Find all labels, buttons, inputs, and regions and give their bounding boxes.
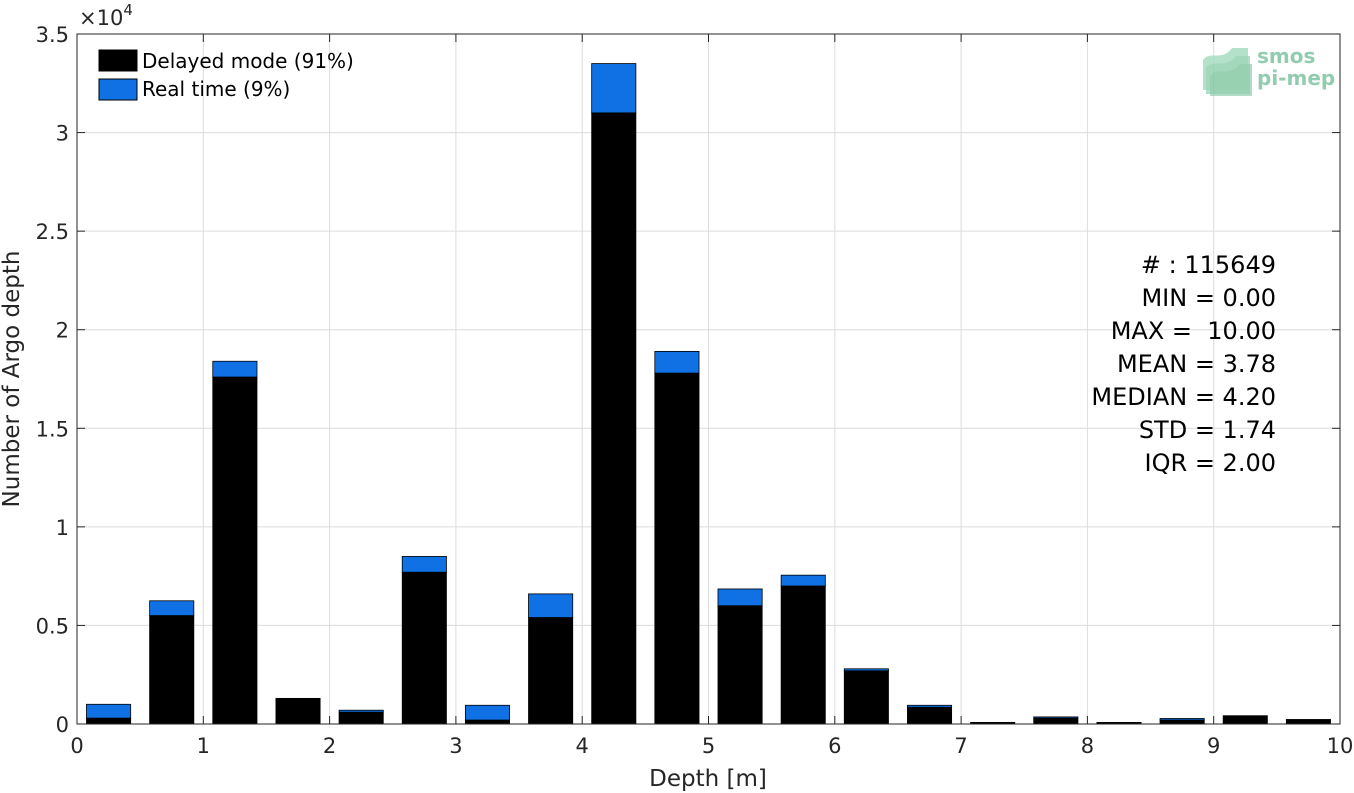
bar-delayed-mode: [401, 571, 447, 725]
bar-delayed-mode: [338, 711, 384, 725]
logo-text-pimep: pi-mep: [1257, 66, 1335, 90]
x-tick-label: 0: [70, 734, 83, 758]
legend-swatch-realtime: [98, 78, 138, 101]
bar-real-time: [843, 668, 889, 672]
bar-real-time: [464, 704, 510, 721]
bar-real-time: [654, 350, 700, 374]
legend-swatch-delayed: [98, 49, 138, 72]
bar-real-time: [1159, 718, 1205, 721]
y-axis-label: Number of Argo depth: [0, 251, 25, 508]
x-axis-label: Depth [m]: [649, 766, 767, 792]
y-tick-label: 3: [56, 122, 69, 146]
y-tick-label: 1: [56, 516, 69, 540]
stats-count: # : 115649: [1141, 251, 1276, 279]
x-tick-label: 10: [1327, 734, 1354, 758]
x-tick-label: 6: [828, 734, 841, 758]
y-tick-label: 2: [56, 319, 69, 343]
y-tick-label: 3.5: [36, 23, 69, 47]
legend-label-realtime: Real time (9%): [142, 77, 290, 101]
y-exponent-power: 4: [123, 1, 133, 19]
x-tick-label: 1: [197, 734, 210, 758]
bar-real-time: [528, 593, 574, 618]
bar-delayed-mode: [654, 372, 700, 725]
bar-real-time: [780, 574, 826, 587]
stats-mean: MEAN = 3.78: [1117, 350, 1276, 378]
x-tick-label: 7: [954, 734, 967, 758]
bar-delayed-mode: [907, 706, 953, 725]
smos-pimep-logo: smos pi-mep: [1203, 44, 1335, 96]
x-tick-label: 9: [1207, 734, 1220, 758]
logo-text-smos: smos: [1257, 44, 1315, 68]
bar-real-time: [907, 704, 953, 708]
x-tick-label: 2: [323, 734, 336, 758]
bar-real-time: [212, 360, 258, 378]
bar-delayed-mode: [464, 719, 510, 725]
bar-real-time: [1033, 716, 1079, 719]
bar-real-time: [149, 600, 195, 616]
bar-delayed-mode: [1285, 719, 1331, 725]
bar-delayed-mode: [1222, 715, 1268, 725]
stats-iqr: IQR = 2.00: [1145, 449, 1276, 477]
bar-delayed-mode: [275, 697, 321, 725]
y-exponent-base: ×10: [79, 6, 123, 30]
x-tick-label: 8: [1081, 734, 1094, 758]
y-tick-label: 0.5: [36, 614, 69, 638]
bar-delayed-mode: [717, 605, 763, 725]
y-tick-label: 2.5: [36, 220, 69, 244]
stats-median: MEDIAN = 4.20: [1091, 383, 1276, 411]
bar-real-time: [401, 556, 447, 573]
grid-lines: [77, 34, 1340, 724]
x-tick-label: 3: [449, 734, 462, 758]
bar-delayed-mode: [780, 585, 826, 725]
y-exponent-multiplier: ×104: [79, 1, 133, 30]
legend-label-delayed: Delayed mode (91%): [142, 49, 354, 73]
bars: [86, 63, 1331, 725]
bar-delayed-mode: [843, 670, 889, 725]
x-axis-ticks: 0 1 2 3 4 5 6 7 8 9 10: [70, 34, 1353, 758]
stats-std: STD = 1.74: [1139, 416, 1276, 444]
bar-delayed-mode: [86, 717, 132, 725]
bar-real-time: [717, 588, 763, 607]
bar-delayed-mode: [1159, 719, 1205, 725]
bar-real-time: [591, 63, 637, 114]
bar-delayed-mode: [591, 112, 637, 725]
bar-real-time: [338, 709, 384, 713]
stats-max: MAX = 10.00: [1111, 317, 1276, 345]
bar-real-time: [86, 703, 132, 719]
y-tick-label: 1.5: [36, 417, 69, 441]
stats-min: MIN = 0.00: [1141, 284, 1276, 312]
x-tick-label: 5: [702, 734, 715, 758]
logo-wave-icon: [1203, 48, 1252, 96]
bar-delayed-mode: [1033, 717, 1079, 725]
x-tick-label: 4: [576, 734, 589, 758]
bar-delayed-mode: [212, 376, 258, 725]
bar-delayed-mode: [149, 615, 195, 725]
y-axis-ticks: 0 0.5 1 1.5 2 2.5 3 3.5: [36, 23, 1340, 737]
legend: Delayed mode (91%) Real time (9%): [98, 49, 354, 101]
y-tick-label: 0: [56, 713, 69, 737]
bar-delayed-mode: [528, 617, 574, 725]
stats-annotation: # : 115649 MIN = 0.00 MAX = 10.00 MEAN =…: [1091, 251, 1276, 477]
